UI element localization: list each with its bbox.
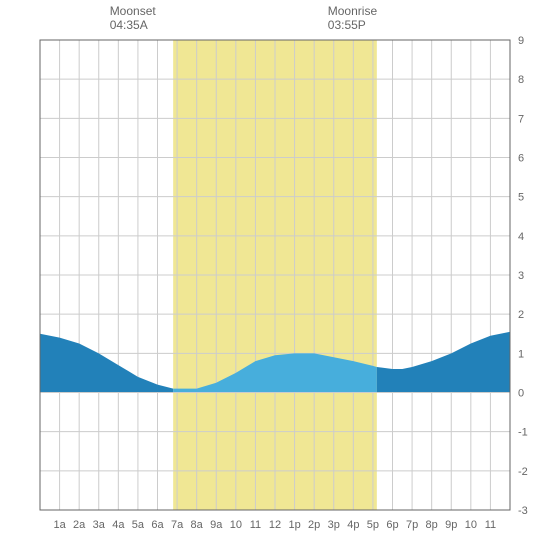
- svg-text:9: 9: [518, 35, 524, 47]
- svg-text:0: 0: [518, 388, 524, 400]
- svg-text:3p: 3p: [328, 519, 340, 531]
- svg-text:5: 5: [518, 192, 524, 204]
- svg-text:7: 7: [518, 113, 524, 125]
- svg-text:9a: 9a: [210, 519, 223, 531]
- svg-text:6p: 6p: [386, 519, 398, 531]
- svg-text:11: 11: [485, 519, 496, 531]
- svg-text:6a: 6a: [151, 519, 164, 531]
- svg-text:2: 2: [518, 309, 524, 321]
- svg-text:3a: 3a: [93, 519, 106, 531]
- svg-text:1a: 1a: [53, 519, 66, 531]
- svg-text:2p: 2p: [308, 519, 320, 531]
- svg-text:7p: 7p: [406, 519, 418, 531]
- svg-text:8a: 8a: [191, 519, 204, 531]
- svg-text:1: 1: [518, 348, 524, 360]
- svg-text:9p: 9p: [445, 519, 457, 531]
- svg-text:1p: 1p: [288, 519, 300, 531]
- svg-text:5a: 5a: [132, 519, 145, 531]
- svg-text:12: 12: [269, 519, 281, 531]
- svg-text:11: 11: [250, 519, 261, 531]
- svg-text:4: 4: [518, 231, 524, 243]
- svg-text:4a: 4a: [112, 519, 125, 531]
- svg-text:10: 10: [230, 519, 242, 531]
- svg-text:4p: 4p: [347, 519, 359, 531]
- svg-text:5p: 5p: [367, 519, 379, 531]
- tide-chart: -3-2-101234567891a2a3a4a5a6a7a8a9a101112…: [0, 0, 550, 550]
- svg-text:8p: 8p: [426, 519, 438, 531]
- svg-text:3: 3: [518, 270, 524, 282]
- svg-text:-3: -3: [518, 505, 528, 517]
- moonrise-label: Moonrise 03:55P: [328, 4, 377, 33]
- chart-svg: -3-2-101234567891a2a3a4a5a6a7a8a9a101112…: [0, 0, 550, 550]
- svg-text:7a: 7a: [171, 519, 184, 531]
- svg-text:-2: -2: [518, 466, 528, 478]
- svg-text:-1: -1: [518, 427, 528, 439]
- svg-text:10: 10: [465, 519, 477, 531]
- svg-text:8: 8: [518, 74, 524, 86]
- svg-text:2a: 2a: [73, 519, 86, 531]
- moonset-label: Moonset 04:35A: [110, 4, 156, 33]
- svg-text:6: 6: [518, 153, 524, 165]
